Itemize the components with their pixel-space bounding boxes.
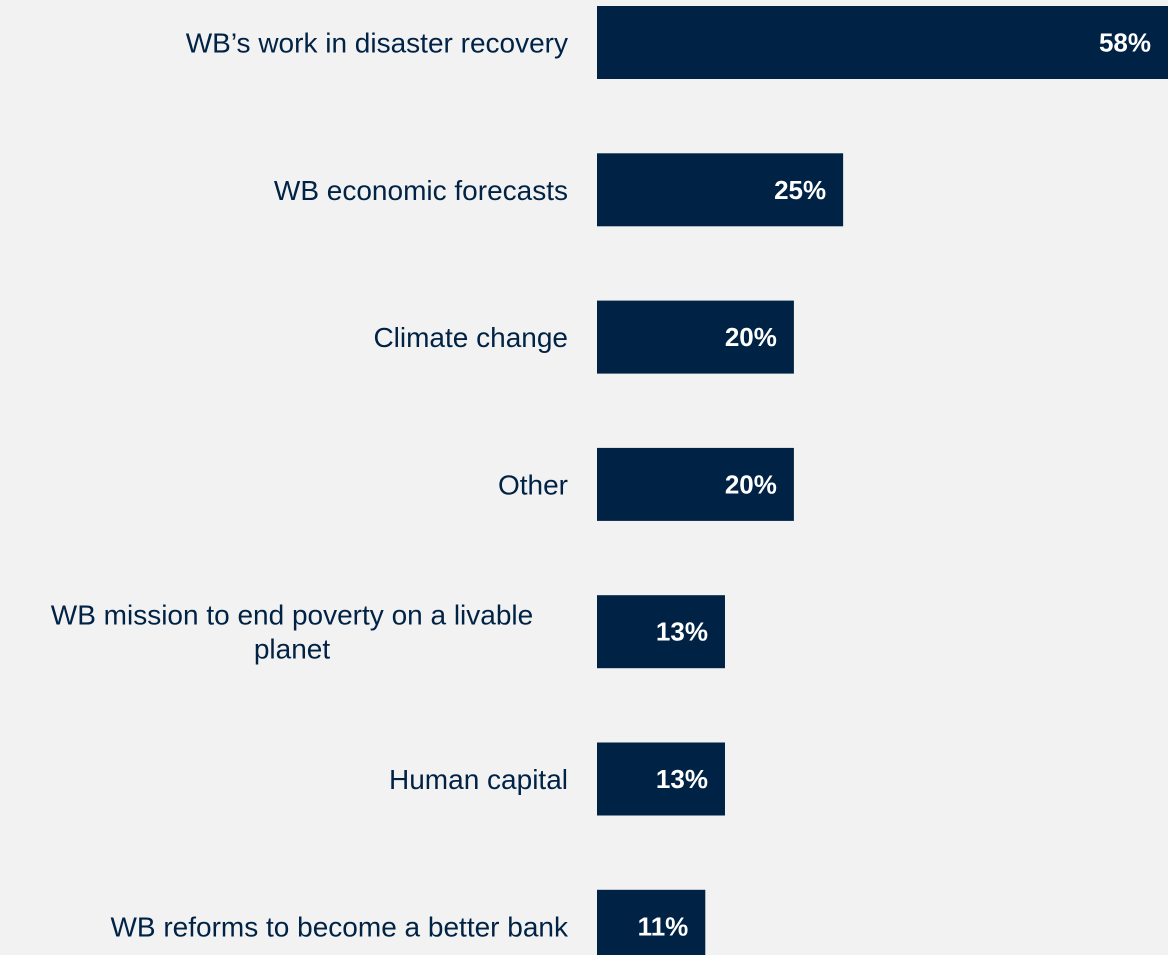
value-label: 11%	[638, 911, 689, 941]
category-label: Human capital	[389, 764, 568, 795]
category-label: Climate change	[373, 322, 568, 353]
category-label: Other	[498, 469, 568, 500]
bar	[597, 447, 794, 521]
bar	[597, 889, 706, 955]
bar	[597, 153, 844, 227]
value-label: 25%	[774, 175, 826, 205]
value-label: 13%	[656, 764, 708, 794]
category-label: WB’s work in disaster recovery	[186, 28, 568, 59]
category-label: WB mission to end poverty on a livable pl…	[51, 600, 533, 665]
category-label: WB reforms to become a better bank	[110, 911, 569, 942]
value-label: 13%	[656, 617, 708, 647]
value-label: 20%	[725, 469, 777, 499]
category-label: WB economic forecasts	[274, 175, 568, 206]
value-label: 20%	[725, 322, 777, 352]
bar	[597, 6, 1168, 79]
bar	[597, 300, 794, 374]
bar	[597, 742, 725, 816]
bar	[597, 595, 725, 669]
value-label: 58%	[1099, 28, 1151, 58]
